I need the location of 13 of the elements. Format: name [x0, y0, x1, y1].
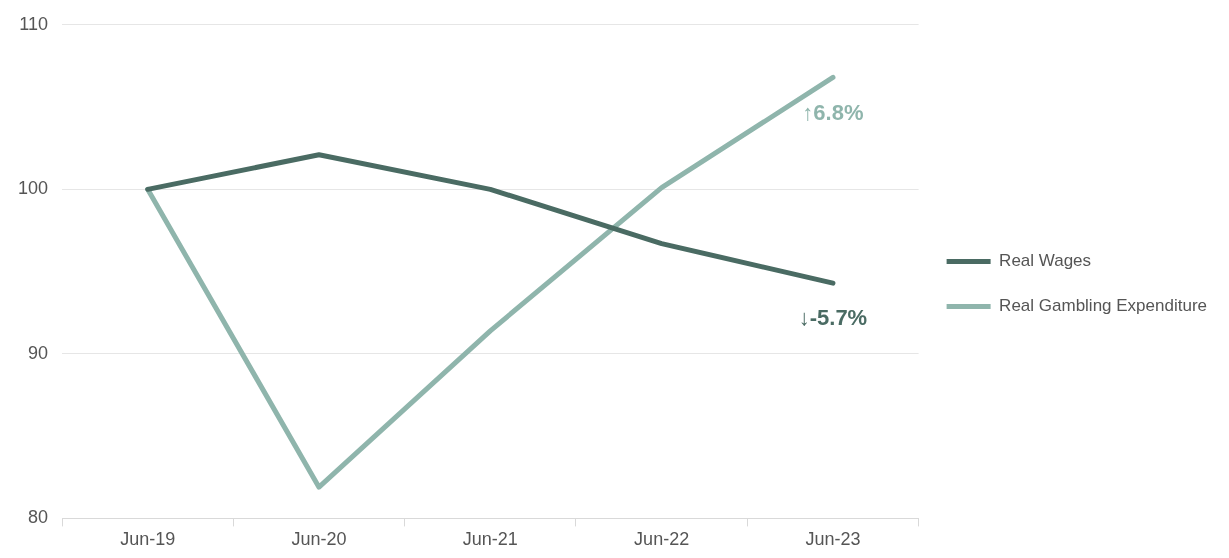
- legend-label: Real Gambling Expenditure: [999, 296, 1208, 316]
- x-tick-label: Jun-22: [634, 529, 690, 550]
- y-tick-label: 110: [19, 13, 49, 34]
- x-tick-label: Jun-20: [291, 529, 347, 550]
- annotation: ↓-5.7%: [798, 305, 868, 331]
- annotation: ↑6.8%: [802, 99, 864, 125]
- y-tick-label: 80: [28, 507, 49, 528]
- y-tick-label: 90: [28, 342, 49, 363]
- x-tick-label: Jun-23: [805, 529, 861, 550]
- legend-label: Real Wages: [999, 251, 1092, 271]
- y-tick-label: 100: [17, 178, 49, 199]
- x-tick-label: Jun-19: [120, 529, 176, 550]
- x-tick-label: Jun-21: [462, 529, 518, 550]
